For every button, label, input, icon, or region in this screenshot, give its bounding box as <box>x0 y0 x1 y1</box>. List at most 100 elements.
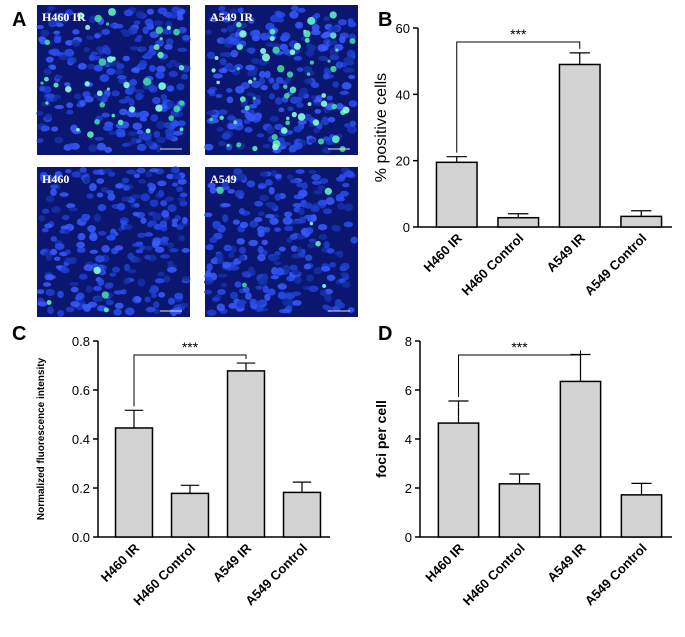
nucleus <box>36 111 44 116</box>
nucleus <box>229 265 240 271</box>
nucleus <box>303 263 311 270</box>
nucleus <box>113 290 123 295</box>
nucleus <box>59 54 68 61</box>
nucleus <box>48 18 57 26</box>
positive-cell <box>277 64 285 73</box>
positive-cell <box>239 96 246 103</box>
nucleus <box>324 288 333 295</box>
error-bar <box>569 52 590 65</box>
nucleus <box>221 15 232 23</box>
nucleus <box>171 218 179 224</box>
positive-cell <box>306 72 311 76</box>
x-tick-label: A549 Control <box>582 231 650 299</box>
nucleus <box>289 179 299 184</box>
nucleus <box>69 282 79 287</box>
positive-cell <box>320 100 328 107</box>
nucleus <box>167 297 176 305</box>
nucleus <box>83 47 90 53</box>
nucleus <box>156 65 166 73</box>
nucleus <box>216 303 225 312</box>
nucleus <box>150 285 158 292</box>
nucleus <box>76 241 85 248</box>
error-bar <box>124 409 144 428</box>
nucleus <box>181 248 190 253</box>
nucleus <box>276 17 285 23</box>
nucleus <box>144 296 151 303</box>
nucleus <box>291 291 302 297</box>
nucleus <box>256 133 265 138</box>
nucleus <box>177 178 187 185</box>
nucleus <box>51 126 59 132</box>
nucleus <box>290 245 298 252</box>
nucleus <box>133 202 140 208</box>
nucleus <box>53 30 61 35</box>
nucleus <box>71 171 81 178</box>
nucleus <box>289 233 298 240</box>
nucleus <box>335 61 344 69</box>
positive-cell <box>327 59 331 63</box>
nucleus <box>171 222 178 228</box>
nucleus <box>308 238 317 243</box>
y-tick-label: 20 <box>396 154 410 169</box>
nucleus <box>205 244 214 251</box>
positive-cell <box>44 76 49 82</box>
nucleus <box>64 48 75 57</box>
nucleus <box>295 234 305 240</box>
nucleus <box>259 194 270 202</box>
nucleus <box>269 217 279 225</box>
nucleus <box>60 266 70 274</box>
positive-cell <box>96 90 103 97</box>
nucleus <box>157 7 168 15</box>
nucleus <box>253 217 263 223</box>
nucleus <box>257 253 266 262</box>
nucleus <box>340 272 349 277</box>
nucleus <box>65 306 75 313</box>
positive-cell <box>291 111 297 118</box>
positive-cell <box>332 135 340 144</box>
nucleus <box>229 8 238 17</box>
nucleus <box>268 93 275 100</box>
positive-cell <box>271 133 278 141</box>
nucleus <box>99 74 110 83</box>
nucleus <box>209 236 218 244</box>
significance-bracket <box>458 350 581 398</box>
nucleus <box>215 252 224 260</box>
nucleus <box>311 174 321 181</box>
positive-cell <box>214 56 219 60</box>
nucleus <box>344 56 355 65</box>
nucleus <box>234 189 245 198</box>
positive-cell <box>262 53 270 62</box>
nucleus <box>135 241 144 246</box>
nucleus <box>284 211 293 218</box>
positive-cell <box>40 81 44 85</box>
nucleus <box>257 230 265 238</box>
nucleus <box>57 309 65 317</box>
positive-cell <box>94 14 102 23</box>
positive-cell <box>317 138 325 145</box>
nucleus <box>56 22 64 27</box>
nucleus <box>342 182 350 188</box>
nucleus <box>303 66 313 74</box>
nucleus <box>134 296 142 303</box>
positive-cell <box>269 28 276 35</box>
positive-cell <box>111 113 116 118</box>
image-label: A549 <box>210 172 237 186</box>
nucleus <box>263 226 271 233</box>
nucleus <box>132 211 140 217</box>
nucleus <box>204 289 213 295</box>
positive-cell <box>179 127 184 132</box>
nucleus <box>37 301 48 307</box>
nucleus <box>44 175 55 183</box>
bar <box>497 216 540 228</box>
nucleus <box>176 186 184 192</box>
nucleus <box>169 59 177 64</box>
nucleus <box>101 112 110 118</box>
error-bar <box>631 210 652 217</box>
nucleus <box>151 96 161 105</box>
panel-label: A <box>12 9 26 31</box>
nucleus <box>248 239 259 247</box>
nucleus <box>87 63 96 70</box>
nucleus <box>311 180 322 185</box>
nucleus <box>106 282 114 288</box>
nucleus <box>153 20 164 27</box>
